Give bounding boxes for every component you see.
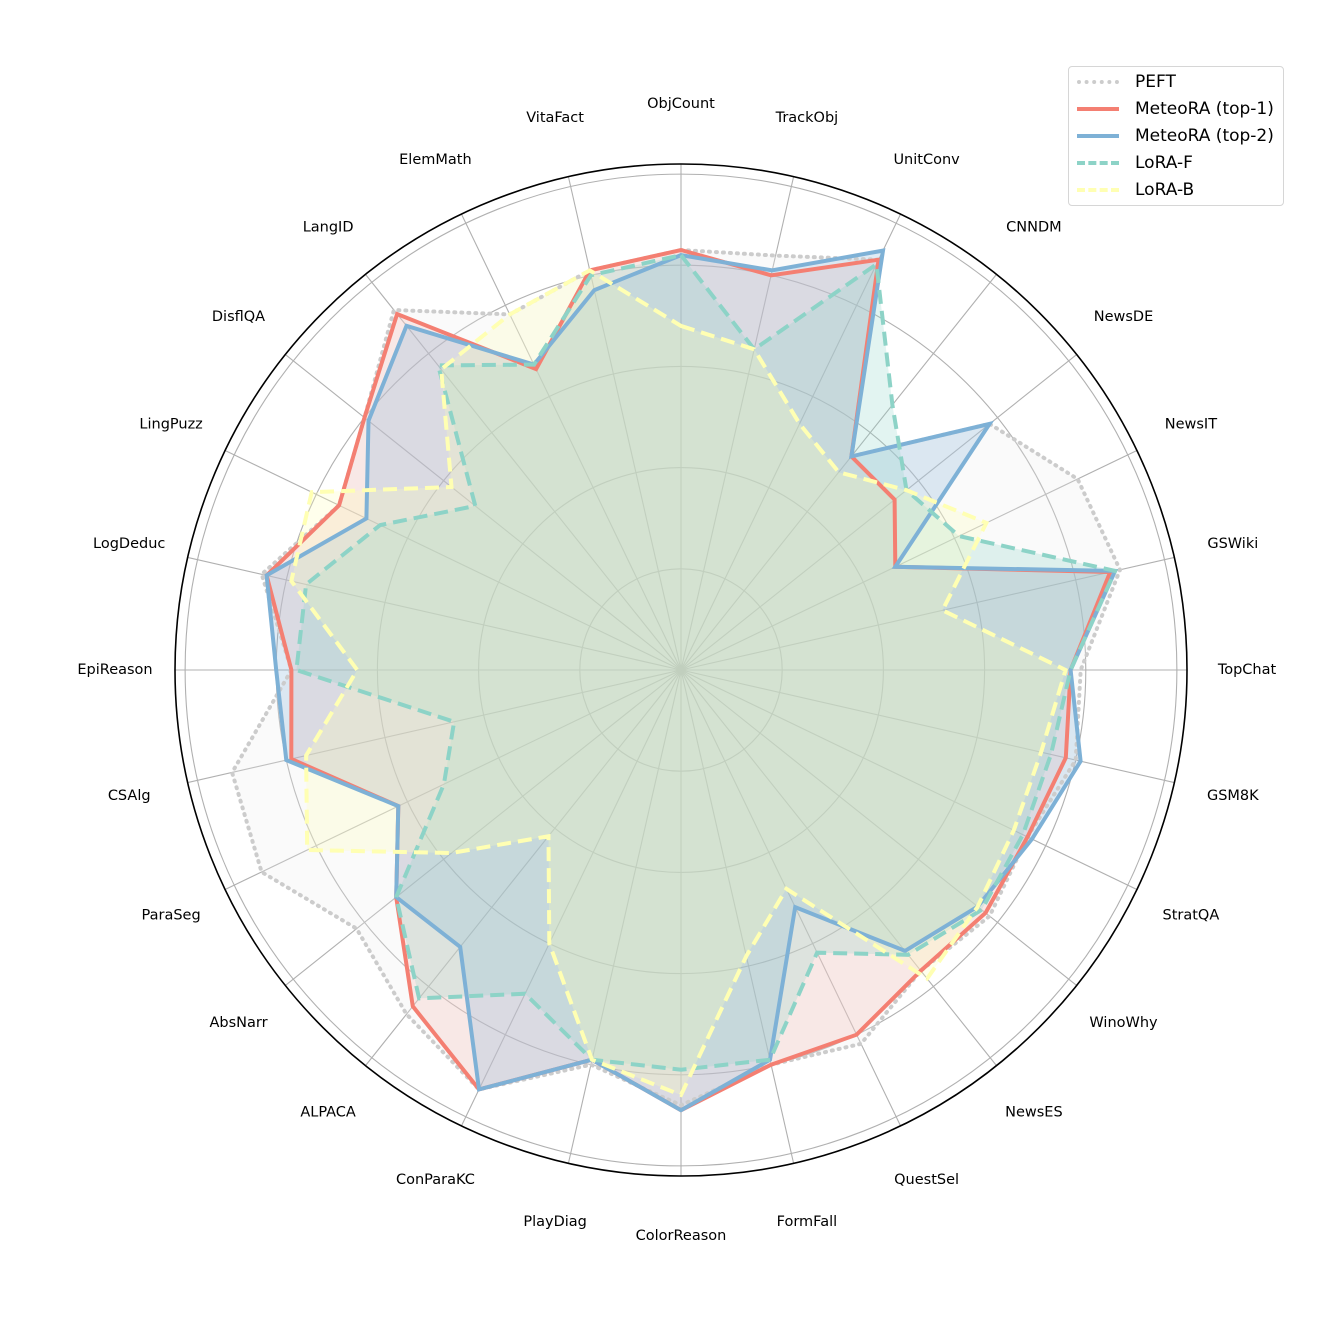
category-label-cnndm: CNNDM [1006, 220, 1062, 236]
legend-label-meteora-top1: MeteoRA (top-1) [1135, 99, 1274, 119]
spoke-cnndm [680, 274, 997, 671]
legend-item-lora-b: LoRA-B [1077, 179, 1194, 201]
category-label-winowhy: WinoWhy [1089, 1015, 1158, 1031]
category-label-newsit: NewsIT [1165, 416, 1217, 432]
category-label-unitconv: UnitConv [893, 152, 960, 168]
category-label-conparakc: ConParaKC [396, 1172, 475, 1188]
category-label-trackobj: TrackObj [775, 110, 839, 126]
spoke-gswiki [680, 556, 1175, 671]
category-labels: ObjCount TrackObj UnitConv CNNDM NewsDE NewsI… [77, 96, 1276, 1244]
category-label-newses: NewsES [1005, 1105, 1063, 1121]
spoke-logdeduc [187, 556, 682, 671]
category-label-topchat: TopChat [1217, 662, 1277, 678]
category-label-gsm8k: GSM8K [1207, 788, 1259, 804]
legend-swatch-meteora-top1 [1077, 107, 1119, 111]
spoke-stratqa [680, 669, 1138, 891]
category-label-elemmath: ElemMath [399, 152, 472, 168]
spoke-absnarr [285, 669, 682, 986]
legend-swatch-meteora-top2 [1077, 134, 1119, 138]
spoke-elemmath [460, 213, 682, 671]
category-label-paraseg: ParaSeg [142, 908, 201, 924]
spoke-newsit [680, 449, 1138, 671]
series-fill-lora-b [291, 270, 1066, 1095]
legend-swatch-lora-b [1077, 188, 1119, 192]
legend-label-lora-b: LoRA-B [1135, 180, 1195, 200]
category-label-langid: LangID [303, 220, 354, 236]
spoke-csalg [187, 669, 682, 784]
category-label-formfall: FormFall [777, 1214, 837, 1230]
series-line-meteora-top-2 [264, 248, 1119, 1113]
category-label-alpaca: ALPACA [300, 1105, 356, 1121]
category-label-vitafact: VitaFact [526, 110, 584, 126]
category-label-csalg: CSAlg [108, 788, 151, 804]
legend-item-lora-f: LoRA-F [1077, 152, 1193, 174]
legend-swatch-lora-f [1077, 161, 1119, 165]
spoke-winowhy [680, 669, 1077, 986]
spoke-disflqa [285, 354, 682, 671]
legend: PEFT MeteoRA (top-1) MeteoRA (top-2) LoR… [1068, 66, 1284, 206]
category-label-logdeduc: LogDeduc [93, 536, 165, 552]
category-label-epireason: EpiReason [77, 662, 152, 678]
series-line-lora-f [294, 252, 1118, 1072]
category-label-objcount: ObjCount [647, 96, 715, 112]
category-label-playdiag: PlayDiag [523, 1214, 587, 1230]
category-label-absnarr: AbsNarr [209, 1015, 267, 1031]
category-label-lingpuzz: LingPuzz [139, 416, 202, 432]
spoke-playdiag [567, 669, 682, 1164]
series-fill-lora-f [296, 255, 1116, 1070]
spoke-gsm8k [680, 669, 1175, 784]
category-label-gswiki: GSWiki [1207, 536, 1258, 552]
legend-swatch-peft [1077, 80, 1119, 84]
legend-item-meteora-top1: MeteoRA (top-1) [1077, 98, 1274, 120]
spoke-formfall [680, 669, 795, 1164]
spoke-lingpuzz [224, 449, 682, 671]
category-label-questsel: QuestSel [894, 1172, 959, 1188]
category-label-disflqa: DisflQA [212, 309, 265, 325]
spoke-vitafact [567, 176, 682, 671]
outer-ring [174, 163, 1188, 1177]
legend-label-lora-f: LoRA-F [1135, 153, 1193, 173]
legend-item-peft: PEFT [1077, 71, 1176, 93]
legend-label-meteora-top2: MeteoRA (top-2) [1135, 126, 1274, 146]
series-fill-peft [232, 250, 1121, 1106]
category-label-stratqa: StratQA [1163, 908, 1220, 924]
series-line-lora-b [289, 268, 1069, 1098]
series-fill-meteora-top-1 [266, 250, 1111, 1111]
spoke-trackobj [680, 176, 795, 671]
spoke-langid [365, 274, 682, 671]
series-lines [229, 247, 1123, 1113]
category-label-colorreason: ColorReason [636, 1228, 727, 1244]
legend-label-peft: PEFT [1135, 72, 1176, 92]
legend-item-meteora-top2: MeteoRA (top-2) [1077, 125, 1274, 147]
series-fills [232, 250, 1121, 1111]
spoke-unitconv [680, 213, 902, 671]
spoke-newses [680, 669, 997, 1066]
category-label-newsde: NewsDE [1094, 309, 1154, 325]
spoke-conparakc [460, 669, 682, 1127]
spoke-paraseg [224, 669, 682, 891]
spoke-questsel [680, 669, 902, 1127]
spoke-newsde [680, 354, 1077, 671]
